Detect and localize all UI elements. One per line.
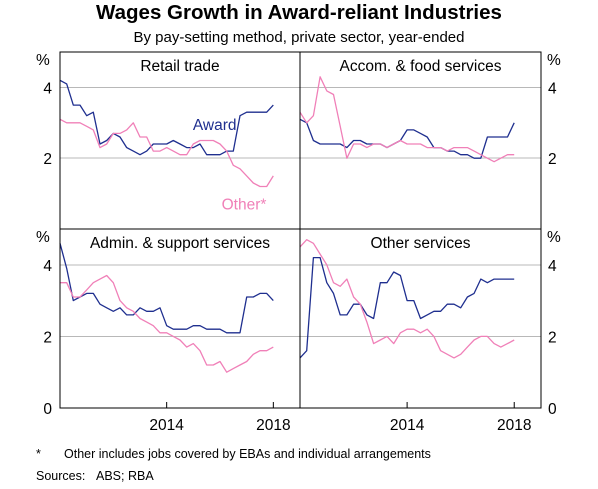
y-unit-label: % — [36, 229, 50, 246]
sources-label: Sources: — [36, 469, 86, 483]
y-unit-label: % — [547, 52, 561, 69]
series-line-award — [299, 118, 515, 159]
panel-3: Admin. & support services — [59, 235, 300, 408]
panel-2: Accom. & food services — [299, 58, 541, 163]
panel-title: Accom. & food services — [340, 58, 502, 75]
y-unit-label: % — [547, 229, 561, 246]
y-tick-label: 4 — [43, 80, 52, 97]
x-tick-label: 2014 — [390, 417, 425, 434]
series-label-award: Award — [193, 117, 237, 134]
y-tick-label: 2 — [43, 151, 52, 168]
panel-title: Retail trade — [140, 58, 219, 75]
x-tick-label: 2014 — [149, 417, 184, 434]
sources-text: ABS; RBA — [96, 469, 154, 483]
y-tick-label: 2 — [43, 329, 52, 346]
y-tick-label: 2 — [548, 329, 557, 346]
series-line-award — [59, 243, 274, 334]
series-line-other — [299, 239, 515, 359]
series-label-other: Other* — [222, 197, 267, 214]
series-line-other — [299, 76, 515, 163]
panel-title: Admin. & support services — [90, 235, 270, 252]
x-tick-label: 2018 — [256, 417, 290, 434]
panel-1: Retail trade Award Other* — [59, 58, 300, 214]
chart-subtitle: By pay-setting method, private sector, y… — [133, 29, 465, 46]
footnote: * Other includes jobs covered by EBAs and… — [36, 447, 431, 461]
y-tick-label: 0 — [548, 401, 557, 418]
y-tick-label: 2 — [548, 151, 557, 168]
series-line-award — [59, 79, 274, 156]
series-line-other — [59, 118, 274, 188]
x-tick-label: 2018 — [497, 417, 531, 434]
chart-title: Wages Growth in Award-reliant Industries — [96, 1, 502, 24]
y-tick-label: 4 — [43, 258, 52, 275]
footnote-text: Other includes jobs covered by EBAs and … — [64, 447, 431, 461]
y-tick-label: 4 — [548, 80, 557, 97]
panel-4: Other services — [299, 235, 541, 408]
series-line-other — [60, 274, 274, 373]
y-tick-label: 4 — [548, 258, 557, 275]
footnote-marker: * — [36, 447, 41, 461]
x-axis: 2014 2018 2014 2018 — [149, 417, 531, 434]
series-line-award — [299, 256, 515, 359]
y-unit-label: % — [36, 52, 50, 69]
sources-line: Sources: ABS; RBA — [36, 469, 154, 483]
y-tick-label: 0 — [43, 401, 52, 418]
panel-title: Other services — [371, 235, 471, 252]
y-axis: 2 2 4 4% % 0 0 2 2 4 4%% — [36, 52, 561, 418]
